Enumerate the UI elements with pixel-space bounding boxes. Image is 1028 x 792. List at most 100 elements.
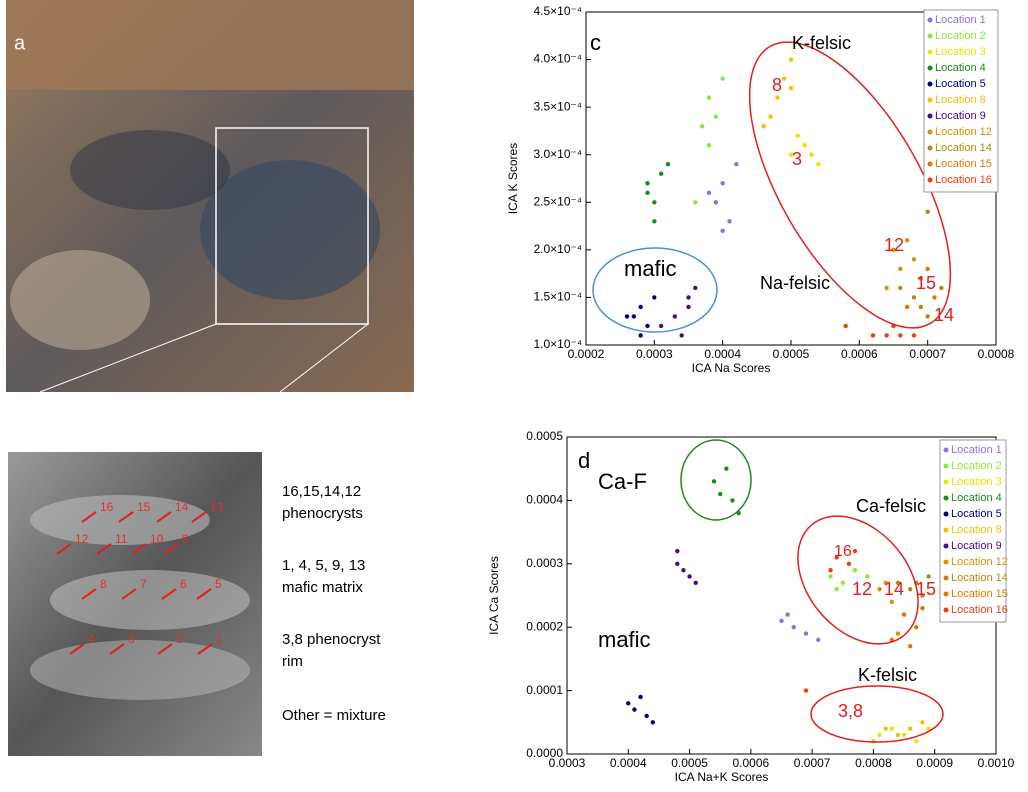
point <box>693 200 697 204</box>
annotation: 3,8 <box>838 701 863 721</box>
legend-label: Location 9 <box>935 110 986 122</box>
point <box>632 314 636 318</box>
legend-label: Location 4 <box>935 62 986 74</box>
legend-marker <box>928 82 933 87</box>
point <box>914 739 918 743</box>
point <box>877 587 881 591</box>
point <box>908 587 912 591</box>
point <box>828 574 832 578</box>
point <box>920 720 924 724</box>
point <box>675 562 679 566</box>
point <box>638 695 642 699</box>
point <box>768 114 772 118</box>
y-tick-label: 3.5×10⁻⁴ <box>533 99 582 113</box>
point <box>659 172 663 176</box>
panel-label: c <box>590 30 601 55</box>
annotation: Ca-F <box>598 469 647 494</box>
point <box>644 714 648 718</box>
legend-marker <box>944 528 949 533</box>
annotation: 8 <box>772 75 782 95</box>
point <box>816 162 820 166</box>
point <box>905 305 909 309</box>
photo-label: 12 <box>75 532 89 546</box>
point <box>841 581 845 585</box>
legend-label: Location 9 <box>951 540 1002 552</box>
legend-marker <box>928 178 933 183</box>
legend-marker <box>928 50 933 55</box>
point <box>651 720 655 724</box>
note: phenocrysts <box>282 505 363 522</box>
legend-marker <box>944 544 949 549</box>
x-tick-label: 0.0008 <box>855 756 892 770</box>
point <box>914 625 918 629</box>
point <box>673 314 677 318</box>
x-tick-label: 0.0003 <box>636 347 673 361</box>
point <box>686 295 690 299</box>
point <box>718 492 722 496</box>
point <box>679 333 683 337</box>
point <box>902 612 906 616</box>
point <box>843 324 847 328</box>
x-tick-label: 0.0006 <box>733 756 770 770</box>
point <box>727 219 731 223</box>
point <box>724 467 728 471</box>
annotation: 15 <box>916 273 936 293</box>
legend-label: Location 1 <box>935 14 986 26</box>
point <box>804 688 808 692</box>
point <box>847 562 851 566</box>
point <box>908 644 912 648</box>
figure: a 16151413121110987654321 16,15,14,12phe… <box>0 0 1028 792</box>
legend-label: Location 12 <box>951 556 1008 568</box>
x-tick-label: 0.0008 <box>978 347 1015 361</box>
legend-marker <box>944 464 949 469</box>
point <box>714 200 718 204</box>
point <box>898 267 902 271</box>
point <box>896 631 900 635</box>
y-tick-label: 4.5×10⁻⁴ <box>533 4 582 18</box>
point <box>932 295 936 299</box>
point <box>659 324 663 328</box>
photo-label: 9 <box>182 532 189 546</box>
x-tick-label: 0.0004 <box>704 347 741 361</box>
point <box>632 707 636 711</box>
point <box>707 95 711 99</box>
point <box>652 200 656 204</box>
legend-label: Location 5 <box>935 78 986 90</box>
point <box>720 181 724 185</box>
annotation: K-felsic <box>858 665 917 685</box>
annotation: 14 <box>884 579 904 599</box>
legend-label: Location 2 <box>935 30 986 42</box>
annotation: mafic <box>598 627 651 652</box>
notes: 16,15,14,12phenocrysts1, 4, 5, 9, 13mafi… <box>282 483 386 724</box>
legend-marker <box>944 608 949 613</box>
photo-label: 11 <box>115 532 128 546</box>
legend-marker <box>944 480 949 485</box>
y-tick-label: 4.0×10⁻⁴ <box>533 52 582 66</box>
x-axis-label: ICA Na Scores <box>692 361 771 375</box>
annotation: K-felsic <box>792 33 851 53</box>
point <box>730 498 734 502</box>
annotation: 3 <box>792 149 802 169</box>
point <box>775 95 779 99</box>
point <box>687 574 691 578</box>
point <box>804 631 808 635</box>
point <box>877 733 881 737</box>
photo-label: 7 <box>140 577 147 591</box>
legend-label: Location 16 <box>951 604 1008 616</box>
x-tick-label: 0.0007 <box>909 347 946 361</box>
annotation: 12 <box>884 235 904 255</box>
annotation: mafic <box>624 256 677 281</box>
photo-label: 16 <box>100 500 114 514</box>
x-tick-label: 0.0007 <box>794 756 831 770</box>
photo-label: 4 <box>88 632 95 646</box>
x-tick-label: 0.0004 <box>610 756 647 770</box>
x-tick-label: 0.0009 <box>916 756 953 770</box>
annotation: 14 <box>934 305 954 325</box>
point <box>707 143 711 147</box>
point <box>652 219 656 223</box>
legend-label: Location 5 <box>951 508 1002 520</box>
point <box>871 333 875 337</box>
x-tick-label: 0.0006 <box>841 347 878 361</box>
legend-label: Location 12 <box>935 126 992 138</box>
legend-label: Location 4 <box>951 492 1002 504</box>
